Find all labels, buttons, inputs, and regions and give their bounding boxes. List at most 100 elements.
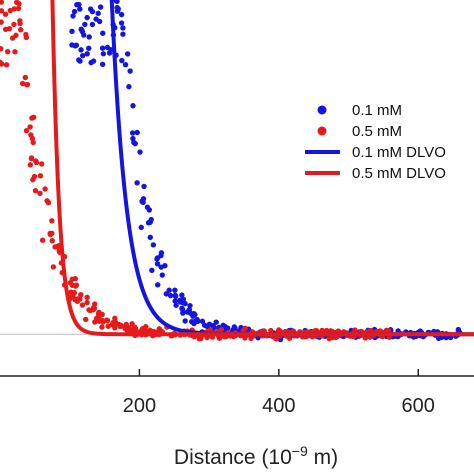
data-point: [23, 31, 29, 38]
data-point: [100, 51, 107, 57]
data-point: [122, 61, 129, 68]
data-point: [2, 11, 9, 17]
data-point: [129, 130, 136, 136]
data-point: [84, 14, 90, 21]
data-point: [158, 250, 165, 256]
data-point: [163, 291, 169, 297]
data-point: [104, 317, 111, 324]
data-point: [124, 327, 130, 334]
data-point: [112, 325, 118, 331]
data-point: [137, 149, 143, 155]
data-point: [118, 20, 125, 26]
data-point: [207, 327, 213, 333]
data-point: [91, 301, 98, 307]
data-point: [87, 307, 93, 314]
data-point: [129, 321, 135, 327]
data-point: [114, 8, 121, 14]
data-point: [124, 51, 131, 57]
data-point: [112, 315, 118, 322]
data-point: [199, 318, 206, 324]
legend-label: 0.5 mM: [352, 123, 402, 140]
legend-marker: [317, 105, 327, 115]
data-point: [97, 4, 104, 10]
data-point: [78, 292, 84, 298]
legend-item: 0.5 mM: [317, 123, 402, 140]
data-point: [44, 198, 50, 204]
data-point: [70, 13, 76, 19]
data-point: [86, 34, 92, 40]
data-point: [84, 294, 90, 300]
x-axis-title-exponent: −9: [292, 443, 308, 459]
data-point: [100, 30, 106, 36]
data-point: [173, 302, 179, 308]
fit-lines: [50, 0, 474, 337]
data-point: [162, 263, 168, 269]
data-point: [27, 124, 33, 130]
data-point: [72, 275, 79, 282]
x-tick-label: 200: [123, 395, 156, 417]
data-point: [134, 180, 140, 186]
data-point: [71, 8, 78, 15]
data-point: [222, 323, 228, 330]
data-point: [154, 256, 160, 262]
data-point: [81, 32, 87, 38]
data-point: [118, 11, 125, 18]
legend-label: 0.1 mM: [352, 102, 402, 119]
data-point: [14, 0, 20, 6]
data-point: [38, 161, 45, 167]
data-point: [23, 127, 30, 134]
legend-item: 0.5 mM DLVO: [305, 165, 446, 182]
data-point: [127, 68, 133, 74]
data-point: [179, 305, 185, 312]
data-point: [172, 287, 178, 293]
data-point: [18, 27, 24, 33]
x-axis-title: Distance (10−9 m): [174, 443, 338, 469]
data-point: [140, 199, 146, 206]
data-point: [95, 10, 101, 17]
data-point: [139, 327, 146, 333]
data-point: [19, 80, 26, 87]
data-point: [4, 48, 11, 55]
x-axis-title-main: Distance (10: [174, 446, 292, 469]
data-point: [218, 326, 225, 333]
data-point: [27, 162, 34, 168]
data-point: [47, 231, 54, 238]
data-point: [105, 323, 111, 329]
data-point: [50, 264, 57, 270]
data-point: [33, 159, 40, 166]
data-point: [80, 52, 86, 59]
data-point: [191, 310, 197, 317]
data-point: [0, 0, 4, 5]
data-point: [29, 135, 36, 142]
data-point: [286, 335, 293, 341]
data-point: [167, 292, 174, 299]
data-point: [100, 319, 106, 325]
data-point: [117, 323, 123, 329]
data-point: [84, 51, 90, 57]
data-point: [32, 187, 39, 194]
data-point: [179, 292, 185, 298]
data-point: [24, 81, 31, 88]
data-point: [159, 272, 165, 278]
data-point: [78, 26, 84, 32]
data-point: [95, 311, 102, 317]
data-point: [54, 244, 60, 250]
data-point: [187, 302, 193, 309]
data-point: [130, 103, 136, 109]
data-point: [31, 173, 38, 180]
data-point: [242, 335, 248, 341]
data-point: [3, 62, 10, 68]
data-point: [155, 282, 161, 288]
legend-item: 0.1 mM: [317, 102, 402, 119]
data-point: [77, 6, 83, 12]
data-point: [313, 327, 320, 334]
data-point: [82, 21, 88, 28]
data-point: [42, 186, 48, 192]
data-point: [128, 327, 134, 334]
legend-item: 0.1 mM DLVO: [305, 144, 446, 161]
legend: 0.1 mM 0.5 mM 0.1 mM DLVO 0.5 mM DLVO: [305, 102, 446, 182]
data-point: [11, 6, 18, 12]
data-point: [119, 57, 125, 64]
data-point: [77, 296, 83, 302]
